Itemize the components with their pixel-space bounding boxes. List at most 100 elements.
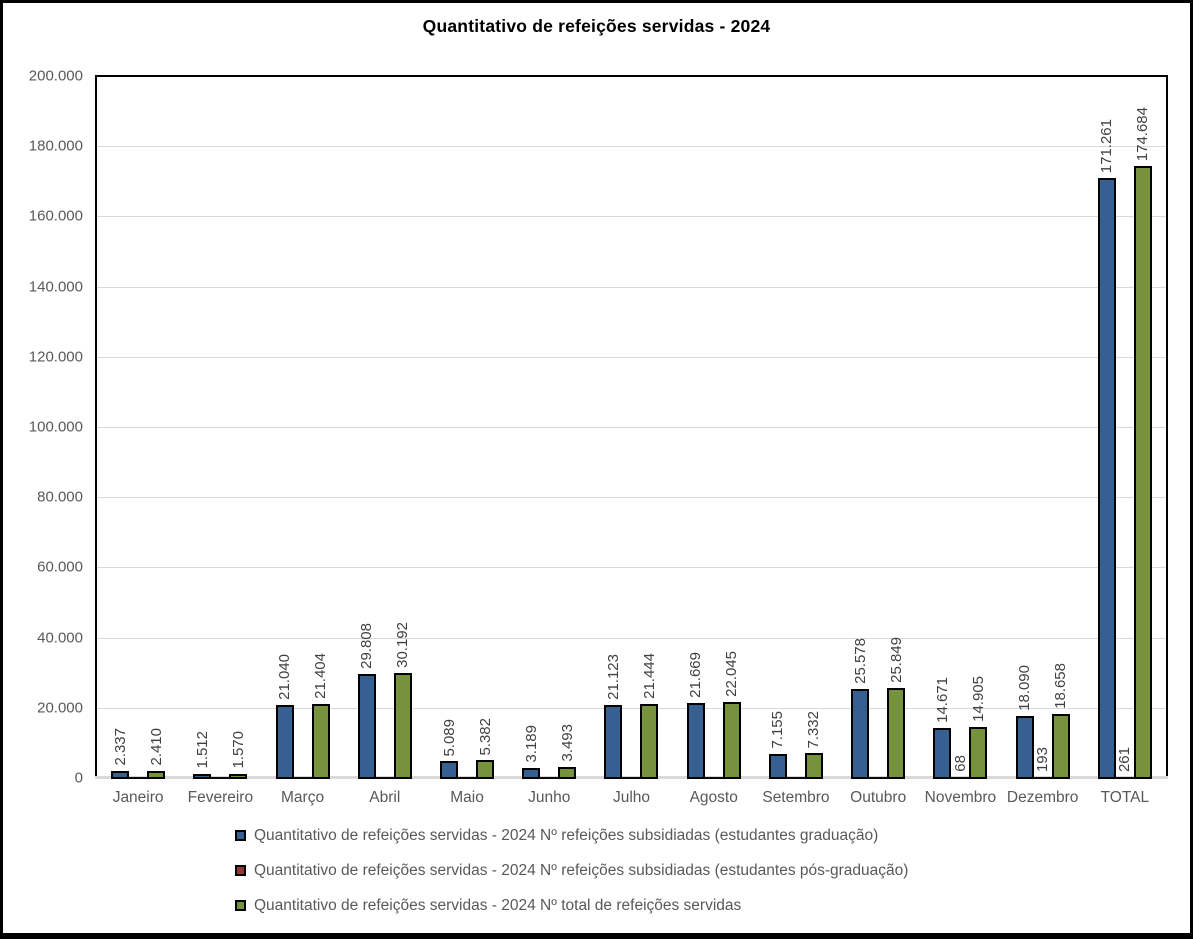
y-tick-label: 80.000 bbox=[37, 488, 83, 506]
bar-group: 25.578 25.849 bbox=[837, 75, 919, 779]
x-tick-label: TOTAL bbox=[1100, 789, 1150, 806]
bar-data-label: 193 bbox=[1034, 746, 1052, 772]
bar-series-2 bbox=[147, 770, 166, 779]
bar-group: 29.808 30.192 bbox=[344, 75, 426, 779]
bar-data-label: 261 bbox=[1116, 746, 1134, 772]
bar-series-0 bbox=[768, 753, 787, 779]
x-tick-label: Setembro bbox=[762, 789, 830, 806]
bar-series-0 bbox=[933, 727, 952, 779]
x-tick-label: Maio bbox=[450, 789, 484, 806]
x-tick-label: Janeiro bbox=[112, 789, 164, 806]
bar-series-2 bbox=[476, 760, 495, 779]
chart-title: Quantitativo de refeições servidas - 202… bbox=[422, 16, 771, 36]
bar-group: 18.090 193 18.658 bbox=[1002, 75, 1084, 779]
y-tick-label: 160.000 bbox=[28, 207, 83, 225]
gridline bbox=[97, 427, 1166, 428]
bar-group: 14.671 68 14.905 bbox=[919, 75, 1001, 779]
bar-data-label: 7.332 bbox=[805, 710, 823, 749]
y-tick-label: 60.000 bbox=[37, 558, 83, 576]
bar-series-0 bbox=[440, 761, 459, 779]
bar-data-label: 21.040 bbox=[276, 654, 294, 701]
bar-group: 21.123 21.444 bbox=[590, 75, 672, 779]
bar-series-1 bbox=[211, 777, 230, 779]
bar-series-1 bbox=[540, 777, 559, 779]
bar-series-0 bbox=[851, 689, 870, 779]
legend-item: Quantitativo de refeições servidas - 202… bbox=[235, 860, 908, 881]
bar-series-1 bbox=[786, 777, 805, 779]
y-tick-label: 140.000 bbox=[28, 278, 83, 296]
y-tick-label: 40.000 bbox=[37, 629, 83, 647]
gridline bbox=[97, 567, 1166, 569]
y-tick-label: 180.000 bbox=[28, 137, 83, 155]
bar-group: 3.189 3.493 bbox=[508, 75, 590, 779]
bar-series-1 bbox=[869, 777, 888, 779]
bar-data-label: 1.512 bbox=[193, 731, 211, 769]
bar-data-label: 7.155 bbox=[769, 711, 787, 749]
bar-data-label: 29.808 bbox=[358, 623, 376, 670]
legend-label: Quantitativo de refeições servidas - 202… bbox=[254, 826, 879, 844]
bar-group: 7.155 7.332 bbox=[755, 75, 837, 779]
bar-series-0 bbox=[357, 674, 376, 779]
bar-data-label: 2.337 bbox=[111, 728, 129, 766]
bar-series-1 bbox=[129, 777, 148, 779]
bar-data-label: 5.382 bbox=[476, 717, 494, 756]
bar-data-label: 68 bbox=[951, 755, 969, 772]
bar-data-label: 2.410 bbox=[147, 728, 165, 766]
bar-series-2 bbox=[722, 701, 741, 779]
bar-data-label: 21.404 bbox=[312, 652, 330, 699]
bar-data-label: 1.570 bbox=[229, 730, 247, 769]
bar-data-label: 21.669 bbox=[687, 652, 705, 698]
bar-series-2 bbox=[1133, 165, 1152, 779]
bar-series-0 bbox=[111, 770, 130, 779]
bar-series-0 bbox=[275, 705, 294, 779]
bar-data-label: 3.493 bbox=[558, 724, 576, 762]
bar-data-label: 171.261 bbox=[1098, 118, 1116, 173]
bar-series-0 bbox=[522, 767, 541, 779]
bar-series-1 bbox=[375, 777, 394, 779]
bar-series-2 bbox=[229, 773, 248, 779]
bar-series-2 bbox=[969, 726, 988, 779]
bar-data-label: 14.905 bbox=[969, 675, 987, 722]
bar-series-1 bbox=[622, 777, 641, 779]
bar-series-2 bbox=[804, 753, 823, 779]
bar-data-label: 25.849 bbox=[887, 637, 905, 684]
gridline bbox=[97, 497, 1166, 499]
bar-series-1 bbox=[1115, 777, 1134, 779]
bar-data-label: 30.192 bbox=[394, 622, 412, 669]
bar-group: 5.089 5.382 bbox=[426, 75, 508, 779]
gridline bbox=[97, 286, 1166, 288]
bar-series-2 bbox=[558, 766, 577, 779]
y-tick-label: 100.000 bbox=[28, 418, 83, 436]
bar-group: 1.512 1.570 bbox=[179, 75, 261, 779]
gridline bbox=[97, 707, 1166, 709]
bar-series-1 bbox=[293, 777, 312, 779]
x-axis-labels: Janeiro Fevereiro Março Abril Maio Junho Julho… bbox=[95, 789, 1168, 813]
x-tick-label: Abril bbox=[369, 789, 401, 806]
x-tick-label: Outubro bbox=[850, 789, 907, 806]
bar-series-0 bbox=[1015, 715, 1034, 779]
x-tick-label: Junho bbox=[528, 789, 571, 806]
bar-series-2 bbox=[311, 703, 330, 779]
bar-series-0 bbox=[193, 773, 212, 779]
x-tick-label: Março bbox=[281, 789, 325, 806]
bar-data-label: 18.090 bbox=[1016, 664, 1034, 711]
bar-group: 21.669 22.045 bbox=[673, 75, 755, 779]
bar-data-label: 21.444 bbox=[640, 652, 658, 699]
bar-series-0 bbox=[686, 702, 705, 779]
legend-label: Quantitativo de refeições servidas - 202… bbox=[254, 896, 742, 914]
bar-data-label: 174.684 bbox=[1134, 106, 1152, 161]
bar-data-label: 21.123 bbox=[604, 653, 622, 700]
gridline bbox=[97, 637, 1166, 639]
legend-item: Quantitativo de refeições servidas - 202… bbox=[235, 895, 908, 916]
bar-data-label: 22.045 bbox=[723, 650, 741, 697]
bar-series-2 bbox=[1051, 713, 1070, 779]
y-tick-label: 120.000 bbox=[28, 348, 83, 366]
x-tick-label: Agosto bbox=[689, 789, 738, 806]
legend-marker-icon bbox=[235, 865, 246, 876]
plot-area bbox=[95, 75, 1168, 779]
legend-marker-icon bbox=[235, 900, 246, 911]
gridline bbox=[97, 216, 1166, 218]
bar-data-label: 3.189 bbox=[522, 725, 540, 763]
bar-series-0 bbox=[604, 704, 623, 779]
legend-label: Quantitativo de refeições servidas - 202… bbox=[254, 861, 909, 879]
